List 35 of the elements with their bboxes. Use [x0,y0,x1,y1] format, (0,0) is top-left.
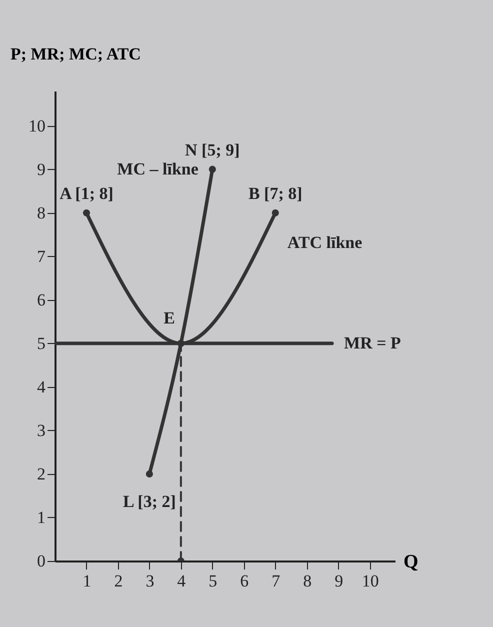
annotation: E [164,308,175,328]
x-tick-label: 2 [114,572,123,590]
series-label: ATC līkne [287,232,363,252]
series-label: MC – līkne [117,159,199,178]
x-tick-label: 7 [272,572,281,590]
y-tick-label: 5 [37,334,46,353]
point [208,166,216,173]
x-tick-label: 9 [334,572,344,590]
annotation: A [1; 8] [60,184,114,203]
annotation: L [3; 2] [123,492,176,511]
x-tick-label: 1 [82,572,92,590]
y-tick-label: 10 [28,116,46,136]
point [82,209,90,216]
point [146,470,153,478]
y-tick-label: 2 [37,464,46,484]
x-tick-label: 3 [146,572,154,590]
y-tick-label: 8 [37,203,46,222]
point [272,209,279,216]
series-label: MR = P [344,333,401,352]
x-tick-label: 5 [208,572,218,590]
y-tick-label: 6 [37,290,46,310]
x-tick-label: 8 [303,572,312,590]
x-axis-title: Q [404,552,418,572]
y-tick-label: 3 [37,420,46,440]
x-tick-label: 10 [362,572,379,590]
y-axis-title: P; MR; MC; ATC [10,44,141,64]
x-tick-label: 4 [177,572,186,590]
y-tick-label: 4 [37,377,46,396]
x-tick-label: 6 [240,572,249,590]
y-tick-label: 1 [37,508,46,527]
annotation: N [5; 9] [185,140,240,160]
y-tick-label: 0 [37,552,46,570]
y-tick-label: 9 [37,160,46,179]
annotation: B [7; 8] [248,184,302,203]
y-tick-label: 7 [37,246,46,266]
